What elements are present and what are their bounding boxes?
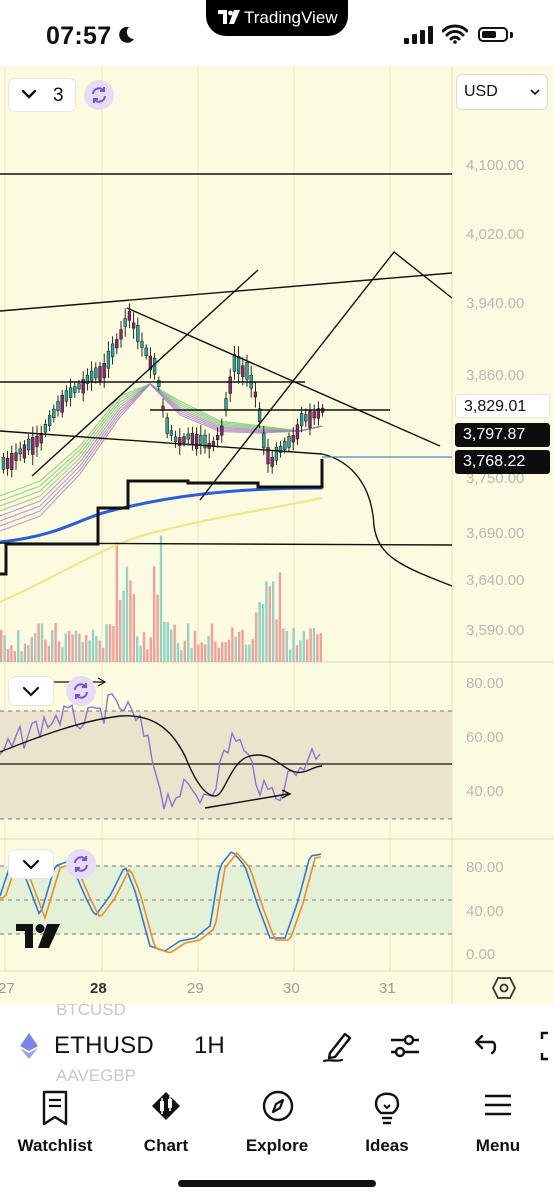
currency-select[interactable]: USD bbox=[456, 74, 548, 110]
price-axis-label: 4,020.00 bbox=[466, 226, 525, 243]
last-price-tag: 3,829.01 bbox=[455, 394, 550, 418]
rsi-ma-line bbox=[0, 715, 323, 797]
stoch-axis-label: 40.00 bbox=[466, 903, 504, 920]
nav-chart[interactable]: Chart bbox=[116, 1090, 216, 1155]
cellular-signal-icon bbox=[404, 26, 433, 44]
moon-icon bbox=[119, 26, 134, 43]
bottom-nav: Watchlist Chart Explore Ideas Menu bbox=[0, 1084, 554, 1199]
tradingview-watermark-icon bbox=[16, 924, 60, 948]
nav-label: Ideas bbox=[365, 1136, 409, 1155]
price-tag: 3,797.87 bbox=[455, 423, 550, 447]
stoch-d-line bbox=[0, 851, 322, 954]
rsi-collapse-button[interactable] bbox=[9, 677, 53, 705]
price-axis-label: 3,750.00 bbox=[466, 470, 525, 487]
sync-icon bbox=[74, 856, 88, 872]
price-axis-label: 3,940.00 bbox=[466, 295, 525, 312]
price-axis-label: 3,640.00 bbox=[466, 572, 525, 589]
nav-menu[interactable]: Menu bbox=[448, 1090, 548, 1155]
fullscreen-icon[interactable] bbox=[534, 1029, 554, 1063]
time-axis-label: 29 bbox=[187, 980, 204, 997]
clock: 07:57 bbox=[46, 22, 112, 50]
wifi-icon bbox=[442, 24, 468, 44]
battery-icon bbox=[478, 27, 508, 42]
ma-blue-line bbox=[0, 486, 323, 544]
island-app-name: TradingView bbox=[244, 8, 338, 27]
chevron-down-icon bbox=[22, 859, 40, 870]
nav-explore[interactable]: Explore bbox=[227, 1090, 327, 1155]
time-axis-label: 27 bbox=[0, 980, 15, 997]
rsi-axis-label: 40.00 bbox=[466, 783, 504, 800]
nav-watchlist[interactable]: Watchlist bbox=[5, 1090, 105, 1155]
symbol-bar: BTCUSD ETHUSD 1H AAVEGBP bbox=[0, 1004, 554, 1084]
timeframe-button[interactable]: 1H bbox=[194, 1032, 225, 1059]
indicator-count: 3 bbox=[53, 85, 64, 106]
rsi-line bbox=[0, 693, 321, 810]
chart-settings-icon[interactable] bbox=[492, 977, 516, 999]
support-step-line bbox=[0, 459, 324, 576]
draw-icon[interactable] bbox=[322, 1029, 356, 1063]
lightbulb-icon bbox=[374, 1092, 400, 1125]
price-axis-label: 3,860.00 bbox=[466, 367, 525, 384]
chevron-down-icon bbox=[22, 686, 40, 697]
dynamic-island: TradingView bbox=[206, 0, 348, 36]
price-axis-label: 3,590.00 bbox=[466, 622, 525, 639]
nav-label: Explore bbox=[245, 1136, 309, 1155]
price-axis-label: 4,100.00 bbox=[466, 157, 525, 174]
ema-ribbon bbox=[0, 383, 323, 532]
chevron-down-icon bbox=[530, 89, 540, 96]
rsi-axis-label: 80.00 bbox=[466, 675, 504, 692]
menu-icon bbox=[485, 1094, 511, 1116]
nav-label: Menu bbox=[475, 1136, 521, 1155]
price-tag: 3,768.22 bbox=[455, 450, 550, 474]
nav-label: Watchlist bbox=[17, 1136, 93, 1155]
nav-label: Chart bbox=[143, 1136, 189, 1155]
candlesticks bbox=[1, 303, 325, 478]
currency-value: USD bbox=[464, 83, 498, 100]
price-chart[interactable] bbox=[0, 66, 554, 1004]
prev-symbol[interactable]: BTCUSD bbox=[56, 1004, 126, 1019]
price-axis-label: 3,690.00 bbox=[466, 525, 525, 542]
tradingview-logo-icon bbox=[218, 10, 240, 24]
ma-yellow-line bbox=[0, 496, 323, 604]
stoch-axis-label: 0.00 bbox=[466, 946, 496, 963]
watchlist-icon bbox=[42, 1090, 68, 1126]
next-symbol[interactable]: AAVEGBP bbox=[56, 1066, 136, 1084]
time-axis-label: 28 bbox=[90, 980, 107, 997]
rsi-band bbox=[0, 711, 452, 819]
time-axis-label: 31 bbox=[379, 980, 396, 997]
chart-icon bbox=[152, 1092, 180, 1120]
volume-bars bbox=[0, 535, 322, 662]
ethereum-icon bbox=[20, 1033, 38, 1059]
chart-area[interactable]: 3 USD 4,100.00 4,020.00 3,940.00 3,860.0… bbox=[0, 66, 554, 1004]
sync-button[interactable] bbox=[84, 80, 114, 110]
chevron-down-icon bbox=[21, 89, 37, 99]
stoch-collapse-button[interactable] bbox=[9, 850, 53, 878]
time-axis-label: 30 bbox=[283, 980, 300, 997]
sync-icon bbox=[92, 87, 106, 103]
indicators-icon[interactable] bbox=[388, 1029, 422, 1063]
indicator-collapse-button[interactable]: 3 bbox=[9, 79, 75, 111]
stoch-sync-button[interactable] bbox=[66, 849, 96, 879]
grid bbox=[4, 66, 391, 971]
rsi-sync-button[interactable] bbox=[66, 676, 96, 706]
undo-icon[interactable] bbox=[470, 1029, 500, 1063]
status-bar: 07:57 TradingView bbox=[0, 0, 554, 66]
stoch-axis-label: 80.00 bbox=[466, 859, 504, 876]
nav-ideas[interactable]: Ideas bbox=[337, 1090, 437, 1155]
trend-drawings bbox=[0, 173, 453, 587]
symbol-name[interactable]: ETHUSD bbox=[54, 1032, 154, 1059]
compass-icon bbox=[262, 1090, 294, 1122]
sync-icon bbox=[74, 683, 88, 699]
rsi-axis-label: 60.00 bbox=[466, 729, 504, 746]
home-indicator[interactable] bbox=[178, 1180, 376, 1187]
